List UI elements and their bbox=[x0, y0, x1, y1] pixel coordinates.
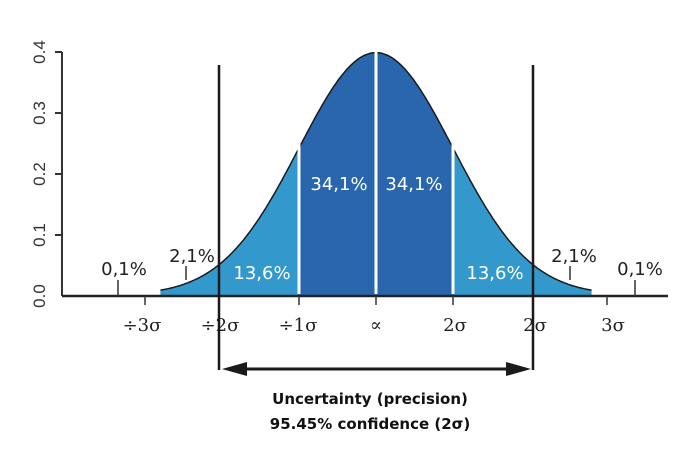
sigma-separators bbox=[297, 50, 455, 294]
label-right-center: 34,1% bbox=[385, 174, 442, 195]
y-axis bbox=[55, 51, 63, 296]
label-right-mid: 13,6% bbox=[466, 263, 523, 284]
caption-line-1: Uncertainty (precision) bbox=[272, 390, 468, 408]
label-outer-left-tail: 0,1% bbox=[101, 259, 147, 280]
arrow-left-head bbox=[222, 362, 247, 376]
y-tick-0.4: 0.4 bbox=[30, 40, 49, 64]
label-outer-right-tail: 0,1% bbox=[617, 259, 663, 280]
confidence-bounds bbox=[217, 65, 535, 370]
label-right-tail: 2,1% bbox=[551, 246, 597, 267]
x-ticks bbox=[117, 266, 636, 305]
y-tick-0.3: 0.3 bbox=[30, 101, 49, 125]
region-0 bbox=[160, 262, 222, 295]
y-tick-0.0: 0.0 bbox=[30, 284, 49, 308]
label-left-mid: 13,6% bbox=[233, 263, 290, 284]
x-tick-mean: ∝ bbox=[370, 315, 382, 336]
x-tick-minus3sigma: ÷3σ bbox=[123, 315, 162, 336]
label-left-center: 34,1% bbox=[310, 174, 367, 195]
percent-labels: 0,1% 2,1% 13,6% 34,1% 34,1% 13,6% 2,1% 0… bbox=[101, 174, 663, 284]
x-tick-plus2sigma: 2σ bbox=[523, 315, 547, 336]
range-arrow bbox=[222, 362, 531, 376]
y-tick-labels: 0.0 0.1 0.2 0.3 0.4 bbox=[30, 40, 49, 308]
label-left-tail: 2,1% bbox=[169, 246, 215, 267]
y-tick-0.1: 0.1 bbox=[30, 223, 49, 247]
x-tick-plus3sigma: 3σ bbox=[601, 315, 625, 336]
x-tick-plus1sigma: 2σ bbox=[443, 315, 467, 336]
x-tick-labels: ÷3σ ÷2σ ÷1σ ∝ 2σ 2σ 3σ bbox=[123, 315, 625, 336]
x-tick-minus1sigma: ÷1σ bbox=[279, 315, 318, 336]
region-5 bbox=[530, 262, 592, 295]
y-tick-0.2: 0.2 bbox=[30, 162, 49, 186]
arrow-right-head bbox=[506, 362, 531, 376]
caption-line-2: 95.45% confidence (2σ) bbox=[269, 415, 471, 433]
